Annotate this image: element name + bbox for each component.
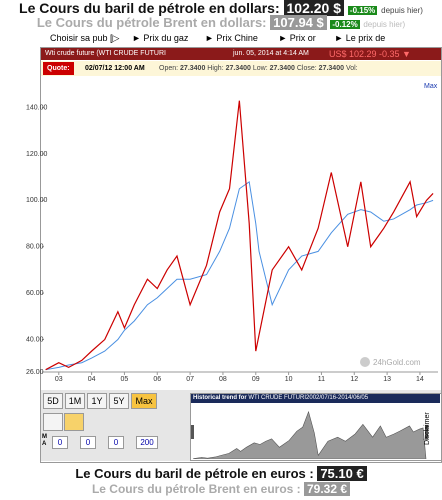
change: -0.12%	[330, 20, 360, 29]
trend-header: Historical trend for WTI CRUDE FUTURI200…	[191, 394, 440, 403]
ad-link[interactable]: ► Le prix de	[334, 33, 386, 43]
ad-link[interactable]: ► Prix Chine	[204, 33, 258, 43]
quote-time: 02/07/12 12:00 AM	[85, 65, 145, 72]
ohlc-label: Low:	[252, 65, 268, 72]
watermark-icon	[360, 357, 370, 367]
datetime: jun. 05, 2014 at 4:14 AM	[233, 50, 309, 57]
ohlc-value: 27.3400	[225, 65, 251, 72]
headline-usd: Le Cours du baril de pétrole en dollars:…	[0, 0, 442, 16]
range-label: Max	[424, 83, 438, 90]
y-tick-label: 60.00	[26, 290, 44, 297]
label: Le Cours du baril de pétrole en dollars:	[19, 0, 280, 16]
print-button[interactable]	[43, 413, 63, 431]
trend-area	[192, 410, 427, 459]
x-tick-label: 09	[252, 376, 260, 383]
x-tick-label: 03	[55, 376, 63, 383]
ohlc-value: 27.3400	[180, 65, 206, 72]
footer-brent-eur: Le Cours du pétrole Brent en euros : 79.…	[0, 482, 442, 496]
trend-handle	[191, 425, 194, 439]
price: 79.32 €	[304, 482, 351, 496]
headline-brent: Le Cours du pétrole Brent en dollars: 10…	[0, 15, 442, 30]
ohlc-label: Open:	[159, 65, 179, 72]
change: -0.15%	[347, 6, 378, 15]
x-tick-label: 14	[416, 376, 424, 383]
chart-style-button[interactable]	[64, 413, 84, 431]
trend-name: WTI CRUDE FUTURI	[248, 395, 307, 401]
note: depuis hier)	[363, 20, 406, 29]
ohlc-value: 27.3400	[269, 65, 295, 72]
vol-label: Vol:	[345, 65, 358, 72]
ohlc-label: High:	[207, 65, 224, 72]
y-tick-label: 140.00	[26, 104, 48, 111]
disclaimer[interactable]: Disclaimer	[424, 412, 431, 445]
range-button[interactable]: Max	[131, 393, 157, 409]
watermark: 24hGold.com	[373, 358, 421, 367]
ma-input[interactable]: 200	[136, 436, 158, 449]
x-tick-label: 05	[121, 376, 129, 383]
x-tick-label: 10	[285, 376, 293, 383]
x-tick-label: 12	[350, 376, 358, 383]
y-tick-label: 26.00	[26, 369, 44, 376]
y-tick-label: 120.00	[26, 151, 48, 158]
ma-input[interactable]: 0	[52, 436, 68, 449]
x-tick-label: 11	[318, 376, 325, 383]
ad-link[interactable]: ► Prix du gaz	[131, 33, 189, 43]
range-button[interactable]: 5Y	[109, 393, 129, 409]
price-line	[45, 180, 434, 371]
ma-input[interactable]: 0	[80, 436, 96, 449]
x-tick-label: 07	[186, 376, 194, 383]
x-tick-label: 04	[88, 376, 96, 383]
widget-header: Wti crude future (WTI CRUDE FUTURI jun. …	[41, 48, 441, 60]
ohlc-value: 27.3400	[318, 65, 344, 72]
footer-eur: Le Cours du baril de pétrole en euros : …	[0, 466, 442, 481]
ad-bar: Choisir sa pub [▷ ► Prix du gaz ► Prix C…	[50, 33, 385, 44]
trend-range: 2002/07/16-2014/06/05	[306, 395, 369, 401]
ma-input[interactable]: 0	[108, 436, 124, 449]
label: Le Cours du baril de pétrole en euros :	[75, 466, 314, 481]
quote: US$ 102.29 -0.35 ▼	[329, 49, 411, 59]
ad-label: Choisir sa pub [▷	[50, 33, 120, 43]
quote-label: Quote:	[43, 62, 74, 75]
note: depuis hier)	[381, 6, 423, 15]
y-tick-label: 40.00	[26, 336, 44, 343]
trend-chart	[191, 410, 428, 459]
price: 107.94 $	[270, 15, 327, 30]
instrument: Wti crude future (WTI CRUDE FUTURI	[45, 50, 166, 57]
trend-title: Historical trend for	[193, 395, 247, 401]
range-button[interactable]: 5D	[43, 393, 63, 409]
label: Le Cours du pétrole Brent en dollars:	[36, 15, 267, 30]
ma-letter: A	[42, 441, 47, 447]
trend-handle	[425, 425, 428, 439]
ma-letter: M	[42, 434, 47, 440]
price-line	[45, 100, 434, 371]
price: 75.10 €	[317, 466, 367, 481]
range-button[interactable]: 1M	[65, 393, 85, 409]
ohlc-label: Close:	[296, 65, 317, 72]
x-tick-label: 13	[383, 376, 391, 383]
x-tick-label: 08	[219, 376, 227, 383]
y-tick-label: 80.00	[26, 244, 44, 251]
y-tick-label: 100.00	[26, 197, 48, 204]
ad-link[interactable]: ► Prix or	[278, 33, 316, 43]
ohlc: Open: 27.3400 High: 27.3400 Low: 27.3400…	[159, 61, 358, 76]
x-tick-label: 06	[153, 376, 161, 383]
label: Le Cours du pétrole Brent en euros :	[91, 482, 301, 496]
quote-row: Quote: 02/07/12 12:00 AM Open: 27.3400 H…	[41, 61, 441, 76]
price-chart: 24hGold.com 26.00 40.00 60.00 80.00 100.00 12…	[26, 100, 438, 383]
range-button[interactable]: 1Y	[87, 393, 107, 409]
price: 102.20 $	[283, 0, 345, 16]
